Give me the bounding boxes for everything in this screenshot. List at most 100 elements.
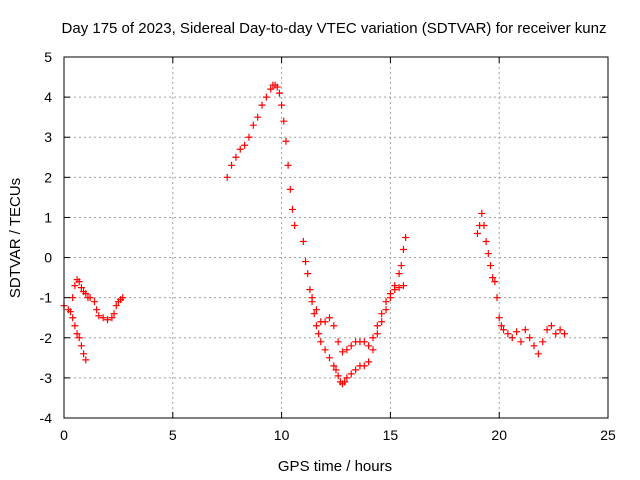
data-point [119,294,127,302]
data-point [317,338,325,346]
data-point [347,342,355,350]
data-point [82,290,90,298]
data-point [341,378,349,386]
data-point [373,322,381,330]
data-point [299,238,307,246]
data-point [325,354,333,362]
data-point [75,278,83,286]
data-point [534,350,542,358]
data-point [262,93,270,101]
data-point [75,334,83,342]
data-point [77,284,85,292]
data-point [360,362,368,370]
data-point [286,185,294,193]
data-point [99,314,107,322]
data-point [339,348,347,356]
data-point [486,262,494,270]
data-point [308,294,316,302]
data-series [473,209,568,358]
data-point [223,173,231,181]
data-series [60,276,127,324]
data-point [539,338,547,346]
data-point [373,330,381,338]
data-point [325,314,333,322]
x-tick-label: 25 [600,427,616,443]
data-point [104,316,112,324]
data-point [315,330,323,338]
data-point [369,334,377,342]
data-point [500,326,508,334]
data-point [478,209,486,217]
data-point [80,350,88,358]
data-point [480,221,488,229]
data-point [489,274,497,282]
data-point [241,141,249,149]
data-point [245,133,253,141]
y-tick-label: 0 [44,250,52,266]
data-point [232,153,240,161]
data-point [560,330,568,338]
data-point [280,117,288,125]
data-point [275,89,283,97]
y-tick-label: 2 [44,169,52,185]
grid-layer [64,57,608,418]
data-point [395,270,403,278]
data-point [497,322,505,330]
data-point [330,322,338,330]
data-point [552,330,560,338]
data-point [382,306,390,314]
data-point [312,322,320,330]
y-tick-label: -3 [40,370,53,386]
data-point [112,302,120,310]
data-point [508,334,516,342]
data-point [513,328,521,336]
data-point [547,322,555,330]
data-point [310,310,318,318]
chart-title: Day 175 of 2023, Sidereal Day-to-day VTE… [62,20,607,37]
data-point [495,314,503,322]
data-point [521,326,529,334]
y-tick-label: 5 [44,49,52,65]
data-point [526,334,534,342]
data-point [73,330,81,338]
data-point [267,85,275,93]
data-point [77,342,85,350]
data-point [93,306,101,314]
x-axis-label: GPS time / hours [278,458,392,475]
data-point [108,314,116,322]
x-tick-label: 10 [274,427,290,443]
data-point [306,286,314,294]
plot-frame [63,56,609,419]
data-point [254,113,262,121]
data-point [402,234,410,241]
data-point [304,270,312,278]
data-point [369,346,377,354]
data-point [291,221,299,229]
data-point [484,250,492,258]
data-point [282,137,290,145]
data-point [321,346,329,354]
data-point [312,306,320,314]
data-point [258,101,266,109]
data-series [67,308,90,364]
data-point [95,312,103,320]
x-tick-label: 20 [491,427,507,443]
data-point [365,358,373,366]
y-axis-label: SDTVAR / TECUs [7,178,24,298]
data-point [278,101,286,109]
data-series [308,282,407,356]
data-point [352,366,360,374]
data-point [82,356,90,364]
data-point [399,246,407,254]
data-point [399,282,407,290]
data-point [386,290,394,298]
data-point [378,318,386,326]
data-point [236,145,244,153]
data-point [347,370,355,378]
data-point [504,330,512,338]
x-tick-label: 0 [60,427,68,443]
data-point [543,326,551,334]
x-tick-label: 5 [169,427,177,443]
data-point [473,229,481,237]
